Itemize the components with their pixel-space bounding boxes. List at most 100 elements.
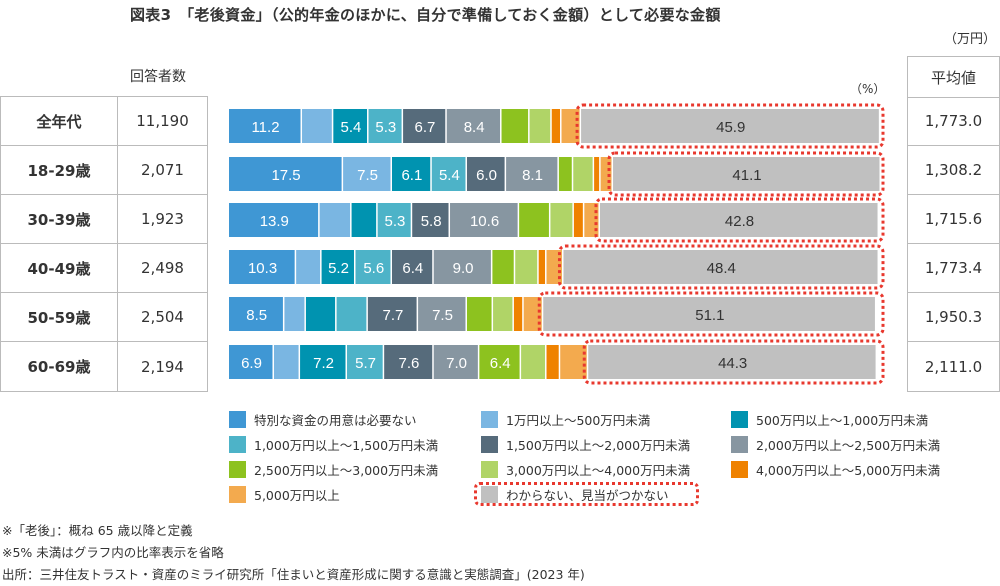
data-label: 5.7: [355, 355, 376, 372]
legend-swatch: [481, 486, 498, 503]
bar-segment: [343, 157, 391, 191]
data-label: 7.7: [383, 307, 404, 324]
bar-segment: [613, 157, 880, 191]
legend-swatch: [731, 461, 748, 478]
data-label: 8.5: [246, 307, 267, 324]
data-label: 8.1: [522, 167, 543, 184]
bar-segment: [355, 250, 391, 284]
bar-segment: [584, 203, 599, 237]
bar-segment: [521, 345, 546, 379]
respondent-count: 2,498: [141, 259, 184, 277]
legend-swatch: [731, 436, 748, 453]
bar-segment: [229, 345, 273, 379]
bar-segment: [599, 203, 878, 237]
bar-segment: [558, 157, 572, 191]
data-label: 5.4: [340, 119, 361, 136]
data-label: 8.4: [464, 119, 485, 136]
data-label: 10.6: [470, 213, 499, 230]
category-row: 60-69歳 2,194: [1, 342, 207, 391]
legend-item: 特別な資金の用意は必要ない: [229, 410, 417, 429]
legend-label: 5,000万円以上: [254, 488, 340, 503]
data-label: 5.8: [421, 213, 442, 230]
category-table: 全年代 11,190 18-29歳 2,071 30-39歳 1,923 40-49歳 2,4…: [0, 96, 208, 392]
legend-label: 2,000万円以上～2,500万円未満: [756, 438, 941, 453]
bar-segment: [229, 157, 342, 191]
bar-segment: [418, 297, 466, 331]
average-value: 1,715.6: [908, 195, 999, 244]
bar-segment: [561, 109, 580, 143]
bar-segment: [347, 345, 383, 379]
legend-swatch: [731, 411, 748, 428]
bar-segment: [431, 157, 466, 191]
bar-segment: [466, 297, 492, 331]
chart-title: 図表3 「老後資金」（公的年金のほかに、自分で準備しておく金額）として必要な金額: [130, 6, 721, 24]
bar-segment: [319, 203, 351, 237]
data-label: 5.4: [439, 167, 460, 184]
bar-segment: [493, 297, 513, 331]
data-label: 13.9: [260, 213, 289, 230]
data-label: 6.9: [241, 355, 262, 372]
data-label: 10.3: [248, 260, 277, 277]
bar-segment: [543, 297, 875, 331]
category-label: 60-69歳: [1, 342, 118, 391]
bar-segment: [550, 203, 573, 237]
category-label: 全年代: [1, 97, 118, 145]
bar-segment: [560, 345, 587, 379]
data-label: 6.4: [402, 260, 423, 277]
legend-item: 2,500万円以上～3,000万円未満: [229, 460, 438, 479]
bar-segment: [513, 297, 523, 331]
legend-item: 2,000万円以上～2,500万円未満: [731, 435, 940, 454]
bar-segment: [581, 109, 879, 143]
legend-item: わからない、見当がつかない: [481, 485, 669, 504]
legend-swatch: [481, 461, 498, 478]
data-label: 44.3: [718, 355, 747, 372]
data-label: 6.1: [401, 167, 422, 184]
bar-segment: [300, 345, 346, 379]
bar-segment: [336, 297, 367, 331]
legend-label: 1万円以上～500万円未満: [506, 413, 651, 428]
average-value: 1,308.2: [908, 146, 999, 195]
legend-label: わからない、見当がつかない: [506, 488, 669, 503]
data-label: 11.2: [251, 119, 279, 136]
data-label: 41.1: [732, 167, 761, 184]
bar-segment: [506, 157, 558, 191]
bar-segment: [466, 157, 505, 191]
bar-segment: [433, 345, 478, 379]
legend-swatch: [481, 411, 498, 428]
average-value: 1,950.3: [908, 293, 999, 342]
data-label: 51.1: [695, 307, 724, 324]
data-label: 9.0: [453, 260, 474, 277]
bar-segment: [563, 250, 878, 284]
category-row: 全年代 11,190: [1, 97, 207, 146]
highlight-frame: [537, 291, 885, 337]
bar-segment: [519, 203, 549, 237]
highlight-frame: [575, 103, 885, 149]
source-note: 出所：三井住友トラスト・資産のミライ研究所「住まいと資産形成に関する意識と実態調…: [2, 567, 585, 582]
bar-segment: [296, 250, 321, 284]
category-label: 40-49歳: [1, 244, 118, 292]
legend-swatch: [229, 461, 246, 478]
legend-item: 3,000万円以上～4,000万円未満: [481, 460, 690, 479]
legend-swatch: [229, 411, 246, 428]
legend-label: 1,000万円以上～1,500万円未満: [254, 438, 439, 453]
legend-item: 5,000万円以上: [229, 485, 340, 504]
bar-segment: [384, 345, 433, 379]
data-label: 42.8: [725, 213, 754, 230]
category-label: 50-59歳: [1, 293, 118, 341]
bar-segment: [446, 109, 501, 143]
category-label: 18-29歳: [1, 146, 118, 194]
bar-segment: [523, 297, 542, 331]
bar-segment: [229, 250, 295, 284]
legend-highlight-frame: [474, 482, 699, 506]
bar-segment: [433, 250, 491, 284]
bar-segment: [321, 250, 354, 284]
bar-segment: [479, 345, 520, 379]
bar-segment: [333, 109, 368, 143]
bar-segment: [302, 109, 332, 143]
average-value: 1,773.4: [908, 244, 999, 293]
legend-label: 500万円以上～1,000万円未満: [756, 413, 929, 428]
legend-label: 2,500万円以上～3,000万円未満: [254, 463, 439, 478]
legend-label: 1,500万円以上～2,000万円未満: [506, 438, 691, 453]
data-label: 45.9: [716, 119, 745, 136]
